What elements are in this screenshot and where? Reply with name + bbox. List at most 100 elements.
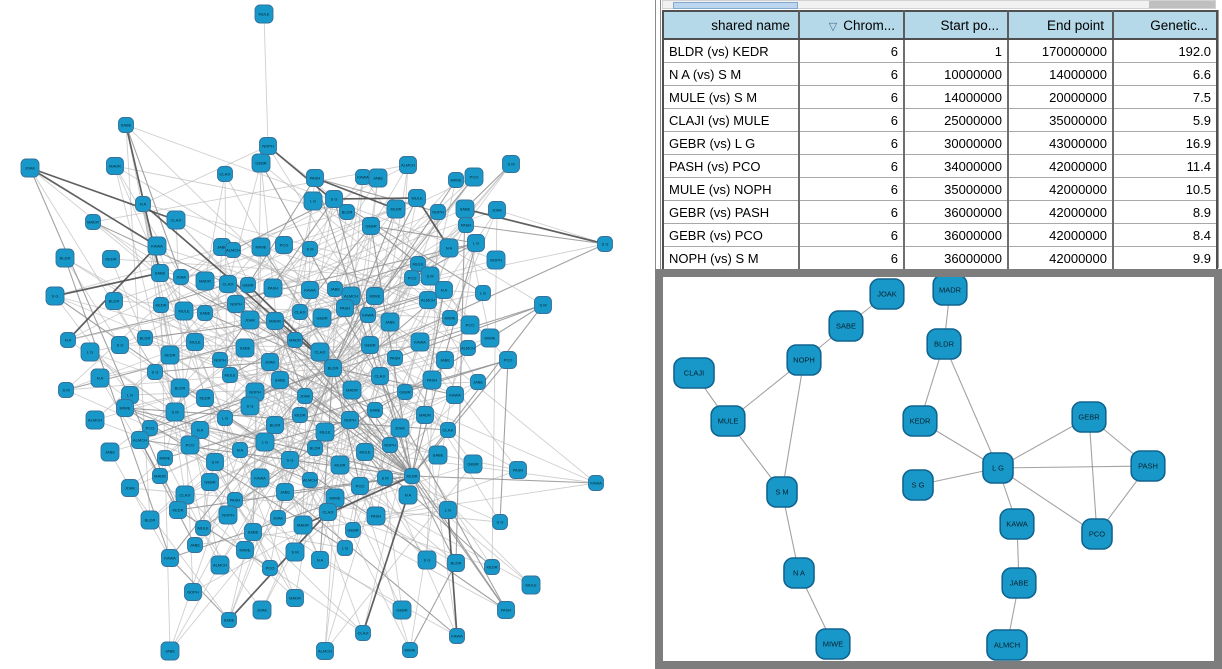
graph-node[interactable]: S M [165,402,185,422]
graph-node[interactable]: S G [325,190,343,208]
graph-node[interactable]: GEBR [240,277,256,293]
filter-icon[interactable]: ▽ [828,20,838,33]
graph-node[interactable]: KAWA [446,386,464,404]
graph-node[interactable]: KEDR [292,407,308,423]
graph-node[interactable]: N A [90,368,110,388]
graph-node[interactable]: JABE [100,442,120,462]
graph-node[interactable]: PASH [366,506,386,526]
graph-node[interactable]: JABE [380,312,400,332]
graph-node[interactable]: MULE [356,443,374,461]
graph-node[interactable]: PASH [336,299,354,317]
horizontal-scrollbar[interactable] [662,0,1216,9]
graph-node[interactable]: KEDR [169,501,187,519]
graph-node[interactable]: N A [232,442,248,458]
graph-node[interactable]: SABE [235,338,255,358]
table-cell[interactable]: 6 [799,223,905,247]
graph-node[interactable]: L G [80,342,100,362]
subnetwork-node-n-a[interactable]: N A [783,557,815,589]
table-cell[interactable]: 35000000 [1008,108,1114,132]
graph-node[interactable]: KAWA [449,628,465,644]
scrollbar-thumb[interactable] [673,2,798,9]
graph-node[interactable]: SABE [151,264,169,282]
table-row[interactable]: GEBR (vs) PASH 6 36000000 42000000 8.9 [663,200,1217,224]
graph-node[interactable]: JABE [368,168,388,188]
table-cell[interactable]: 9.9 [1113,246,1217,270]
table-row[interactable]: CLAJI (vs) MULE 6 25000000 35000000 5.9 [663,108,1217,132]
table-cell[interactable]: 8.4 [1113,223,1217,247]
graph-node[interactable]: KEDR [386,199,406,219]
table-cell[interactable]: 11.4 [1113,154,1217,178]
graph-node[interactable]: MADR [106,157,124,175]
graph-node[interactable]: GEBR [392,600,412,620]
graph-node[interactable]: ALMCH [302,472,318,488]
graph-node[interactable]: BLDR [266,416,284,434]
graph-node[interactable]: S M [534,296,552,314]
subnetwork-node-joak[interactable]: JOAK [869,278,905,310]
subnetwork-node-s-m[interactable]: S M [766,476,798,508]
graph-node[interactable]: S G [45,286,65,306]
subnetwork-node-miwe[interactable]: MIWE [815,628,851,660]
graph-node[interactable]: MIWE [116,399,134,417]
graph-node[interactable]: NOPH [430,204,446,220]
graph-node[interactable]: L G [439,501,457,519]
graph-node[interactable]: S G [597,236,613,252]
graph-node[interactable]: BLDR [55,248,75,268]
graph-node[interactable]: KEDR [153,297,169,313]
graph-node[interactable]: MULE [315,422,335,442]
graph-node[interactable]: S M [302,241,318,257]
graph-node[interactable]: ALMCH [399,156,417,174]
table-cell[interactable]: 30000000 [904,131,1009,155]
graph-node[interactable]: BLDR [307,440,323,456]
graph-node[interactable]: JOAK [240,310,260,330]
table-row[interactable]: N A (vs) S M 6 10000000 14000000 6.6 [663,62,1217,86]
graph-node[interactable]: NOPH [382,437,398,453]
graph-node[interactable]: SABE [367,402,383,418]
graph-node[interactable]: PCO [180,435,200,455]
subnetwork-node-jabe[interactable]: JABE [1001,567,1037,599]
graph-node[interactable]: KEDR [404,468,420,484]
graph-node[interactable]: KAWA [588,475,604,491]
graph-node[interactable]: KAWA [250,468,270,488]
graph-node[interactable]: S M [420,266,440,286]
table-cell[interactable]: 14000000 [1008,62,1114,86]
graph-node[interactable]: ALMCH [210,555,230,575]
subnetwork-edge[interactable] [781,359,805,493]
graph-node[interactable]: BLDR [339,204,355,220]
table-cell[interactable]: MULE (vs) S M [663,85,800,109]
column-header-chrom-[interactable]: ▽ Chrom... [799,11,905,40]
graph-node[interactable]: KAWA [410,332,430,352]
subnetwork-node-bldr[interactable]: BLDR [926,328,962,360]
graph-node[interactable]: JABE [160,641,180,661]
graph-node[interactable]: BLDR [105,292,123,310]
table-cell[interactable]: GEBR (vs) PCO [663,223,800,247]
graph-node[interactable]: KAWA [360,307,376,323]
graph-node[interactable]: KEDR [196,389,214,407]
graph-node[interactable]: PASH [458,217,474,233]
table-cell[interactable]: 6 [799,177,905,201]
graph-node[interactable]: GEBR [397,384,413,400]
graph-node[interactable]: BLDR [140,510,160,530]
graph-node[interactable]: MADR [266,312,284,330]
graph-node[interactable]: L G [475,285,491,301]
table-cell[interactable]: 10.5 [1113,177,1217,201]
table-cell[interactable]: CLAJI (vs) MULE [663,108,800,132]
table-cell[interactable]: 36000000 [904,223,1009,247]
table-cell[interactable]: 36000000 [904,246,1009,270]
table-cell[interactable]: 192.0 [1113,39,1217,63]
graph-node[interactable]: PCO [404,270,420,286]
graph-node[interactable]: JOAK [173,269,189,285]
table-cell[interactable]: 36000000 [904,200,1009,224]
table-cell[interactable]: 6 [799,85,905,109]
graph-node[interactable]: JOAK [261,353,279,371]
subnetwork-node-kawa[interactable]: KAWA [999,508,1035,540]
table-cell[interactable]: 10000000 [904,62,1009,86]
graph-node[interactable]: S G [240,396,260,416]
graph-node[interactable]: ALMCH [85,410,105,430]
graph-node[interactable]: MULE [408,189,426,207]
graph-node[interactable]: KAWA [301,281,319,299]
graph-node[interactable]: ALMCH [460,340,476,356]
graph-node[interactable]: CLAJI [166,210,186,230]
table-cell[interactable]: 6 [799,246,905,270]
subnetwork-node-sabe[interactable]: SABE [828,310,864,342]
graph-node[interactable]: S G [147,364,163,380]
